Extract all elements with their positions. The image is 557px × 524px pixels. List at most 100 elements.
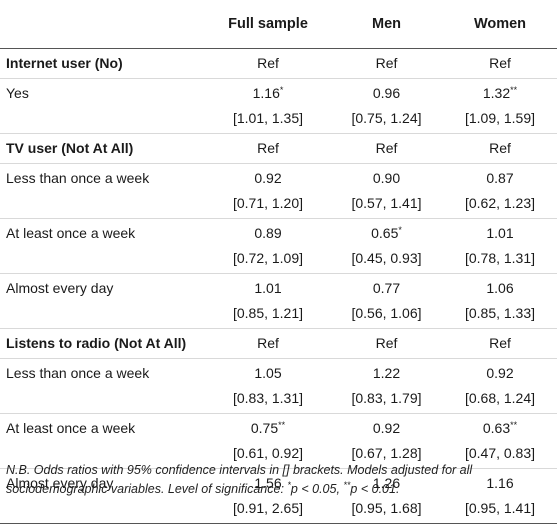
cell-full-sample-ref: Ref <box>257 54 279 71</box>
cell-men-or: 1.22 <box>330 358 443 386</box>
table-row-ci: [0.85, 1.21] [0.56, 1.06] [0.85, 1.33] <box>0 301 557 329</box>
odds-ratio-value: 1.22 <box>372 364 401 381</box>
cell-men-or: 0.65* <box>330 218 443 246</box>
odds-ratio-value: 1.16 <box>252 84 280 101</box>
table-row-estimate: At least once a week 0.89 0.65* 1.01 <box>0 218 557 246</box>
cell-full-sample-or: 0.92 <box>206 163 330 191</box>
cell-women-ci: [0.68, 1.24] <box>464 389 536 406</box>
cell-full-sample-or: 0.89 <box>206 218 330 246</box>
cell-women-ci: [0.78, 1.31] <box>464 249 536 266</box>
cell-full-sample-ci: [0.72, 1.09] <box>232 249 304 266</box>
cell-men-ci: [0.56, 1.06] <box>351 304 422 321</box>
cell-men-ref: Ref <box>375 139 398 156</box>
cell-full-sample-ci: [0.85, 1.21] <box>232 304 304 321</box>
significance-marker: ** <box>510 419 518 430</box>
header-men: Men <box>372 15 401 32</box>
cell-men-ci: [0.83, 1.79] <box>351 389 422 406</box>
table-footnote: N.B. Odds ratios with 95% confidence int… <box>6 461 551 499</box>
table-row-ci: [0.71, 1.20] [0.57, 1.41] [0.62, 1.23] <box>0 191 557 218</box>
section-row: Listens to radio (Not At All) Ref Ref Ref <box>0 328 557 358</box>
table-row-estimate: Yes 1.16* 0.96 1.32** <box>0 78 557 106</box>
cell-women-or: 0.63** <box>443 413 557 441</box>
odds-ratio-value: 1.01 <box>254 279 282 296</box>
odds-ratio-value: 0.65 <box>371 224 399 241</box>
table-row-estimate: Less than once a week 0.92 0.90 0.87 <box>0 163 557 191</box>
significance-marker: ** <box>510 84 518 95</box>
section-label: TV user (Not At All) <box>6 139 134 156</box>
significance-marker: ** <box>278 419 286 430</box>
odds-ratio-value: 1.01 <box>486 224 514 241</box>
cell-full-sample-ci: [0.83, 1.31] <box>232 389 304 406</box>
cell-men-ci: [0.45, 0.93] <box>351 249 422 266</box>
cell-full-sample-ci: [1.01, 1.35] <box>232 109 304 126</box>
footnote-line2c: p < 0.01. <box>350 482 400 496</box>
significance-marker: * <box>398 224 402 235</box>
cell-men-ci: [0.75, 1.24] <box>351 109 422 126</box>
cell-women-or: 1.16 <box>443 468 557 496</box>
cell-men-or: 1.26 <box>330 468 443 496</box>
table-header-row: Full sample Men Women <box>0 0 557 48</box>
table-row-ci: [0.83, 1.31] [0.83, 1.79] [0.68, 1.24] <box>0 386 557 413</box>
cell-full-sample-or: 0.75** <box>206 413 330 441</box>
section-label: Internet user (No) <box>6 54 123 71</box>
odds-ratio-value: 1.26 <box>372 474 401 491</box>
cell-women-or: 0.87 <box>443 163 557 191</box>
cell-men-or: 0.77 <box>330 273 443 301</box>
cell-women-or: 1.32** <box>443 78 557 106</box>
table-row-ci: [1.01, 1.35] [0.75, 1.24] [1.09, 1.59] <box>0 106 557 134</box>
cell-full-sample-or: 1.56 <box>206 468 330 496</box>
cell-full-sample-or: 1.01 <box>206 273 330 301</box>
footnote-line2b: p < 0.05, <box>290 482 344 496</box>
odds-ratio-value: 1.32 <box>482 84 511 101</box>
odds-ratio-value: 0.90 <box>372 169 401 186</box>
section-row: TV user (Not At All) Ref Ref Ref <box>0 133 557 163</box>
cell-women-or: 1.01 <box>443 218 557 246</box>
footnote-sup1: * <box>287 480 291 490</box>
cell-women-or: 1.06 <box>443 273 557 301</box>
row-label-blank <box>0 496 206 524</box>
odds-ratio-value: 0.92 <box>254 169 282 186</box>
cell-women-ref: Ref <box>489 139 511 156</box>
odds-ratio-value: 0.92 <box>372 419 401 436</box>
significance-marker: * <box>279 84 284 95</box>
cell-full-sample-ref: Ref <box>257 334 279 351</box>
cell-women-ci: [0.95, 1.41] <box>464 499 536 516</box>
header-blank <box>0 0 206 48</box>
odds-ratio-value: 0.87 <box>486 169 514 186</box>
odds-ratio-value: 0.63 <box>482 419 511 436</box>
row-label: Yes <box>6 84 29 101</box>
odds-ratio-value: 1.05 <box>254 364 282 381</box>
cell-full-sample-or: 1.16* <box>206 78 330 106</box>
odds-ratio-value: 0.89 <box>254 224 282 241</box>
table-row-estimate: Almost every day 1.01 0.77 1.06 <box>0 273 557 301</box>
table-row-ci: [0.61, 0.92] [0.67, 1.28] [0.47, 0.83] <box>0 441 557 468</box>
cell-full-sample-ci: [0.71, 1.20] <box>232 194 304 211</box>
cell-women-ref: Ref <box>489 54 511 71</box>
table-row-ci: [0.91, 2.65] [0.95, 1.68] [0.95, 1.41] <box>0 496 557 524</box>
odds-ratio-value: 0.92 <box>486 364 514 381</box>
cell-women-ci: [0.47, 0.83] <box>464 444 536 461</box>
cell-men-ci: [0.57, 1.41] <box>351 194 422 211</box>
cell-full-sample-ci: [0.61, 0.92] <box>232 444 304 461</box>
cell-men-ci: [0.67, 1.28] <box>351 444 422 461</box>
table-row-estimate: Almost every day 1.56 1.26 1.16 <box>0 468 557 496</box>
row-label-blank <box>0 301 206 329</box>
row-label: Less than once a week <box>6 364 150 381</box>
cell-men-or: 0.90 <box>330 163 443 191</box>
table-body: Internet user (No) Ref Ref Ref Yes 1.16* 0.96 1… <box>0 48 557 523</box>
cell-women-ci: [0.62, 1.23] <box>464 194 536 211</box>
odds-ratio-value: 0.96 <box>372 84 401 101</box>
row-label: At least once a week <box>6 419 136 436</box>
cell-men-ci: [0.95, 1.68] <box>351 499 422 516</box>
odds-ratio-value: 1.06 <box>486 279 514 296</box>
cell-full-sample-ci: [0.91, 2.65] <box>232 499 304 516</box>
section-row: Internet user (No) Ref Ref Ref <box>0 48 557 78</box>
cell-women-ci: [1.09, 1.59] <box>464 109 536 126</box>
section-label: Listens to radio (Not At All) <box>6 334 187 351</box>
cell-men-or: 0.92 <box>330 413 443 441</box>
cell-women-ci: [0.85, 1.33] <box>464 304 536 321</box>
row-label-blank <box>0 106 206 134</box>
cell-full-sample-or: 1.05 <box>206 358 330 386</box>
table-row-ci: [0.72, 1.09] [0.45, 0.93] [0.78, 1.31] <box>0 246 557 273</box>
